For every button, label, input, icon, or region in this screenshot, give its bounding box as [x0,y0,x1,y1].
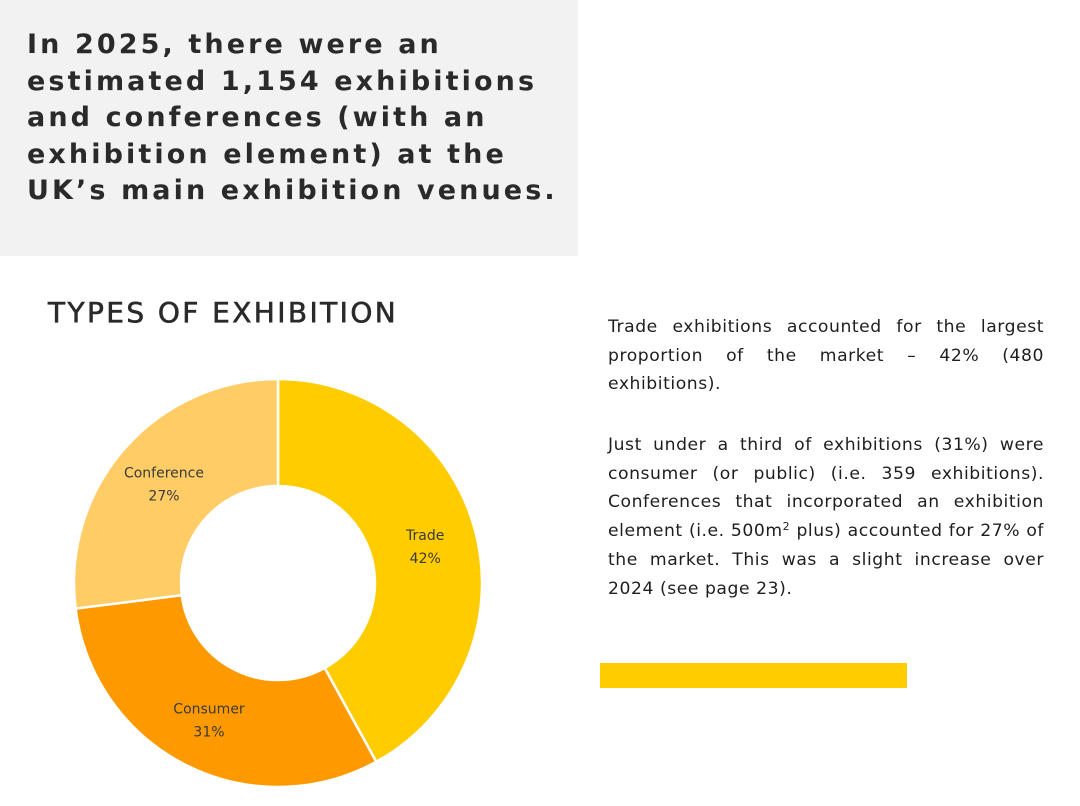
section-title: TYPES OF EXHIBITION [48,296,399,330]
donut-chart-svg: Trade 42% Consumer 31% Conference 27% [72,377,484,789]
headline: In 2025, there were an estimated 1,154 e… [27,29,558,207]
accent-bar [600,663,907,688]
slice-value-consumer: 31% [193,724,224,740]
slice-conference [72,377,280,610]
slice-label-consumer: Consumer [173,701,245,717]
slice-label-trade: Trade [405,528,444,544]
donut-chart: Trade 42% Consumer 31% Conference 27% [0,360,560,800]
trade-paragraph-text: Trade exhibitions accounted for the larg… [608,317,1044,395]
trade-paragraph: Trade exhibitions accounted for the larg… [608,313,1044,399]
paragraph2-text-a: Just under a third of exhibitions (31%) … [608,435,1044,542]
paragraph2-superscript: 2 [782,520,791,534]
slice-trade [276,377,484,764]
headline-box: In 2025, there were an estimated 1,154 e… [0,0,578,256]
slice-value-conference: 27% [148,488,179,504]
slice-consumer [74,593,378,789]
paragraph2-text-b: plus) accounted for 27% of the market. T… [608,521,1045,599]
consumer-conference-paragraph: Just under a third of exhibitions (31%) … [608,431,1044,603]
slice-value-trade: 42% [410,551,441,567]
consumer-conference-paragraph-text: Just under a third of exhibitions (31%) … [608,431,1044,603]
slice-label-conference: Conference [124,465,204,481]
